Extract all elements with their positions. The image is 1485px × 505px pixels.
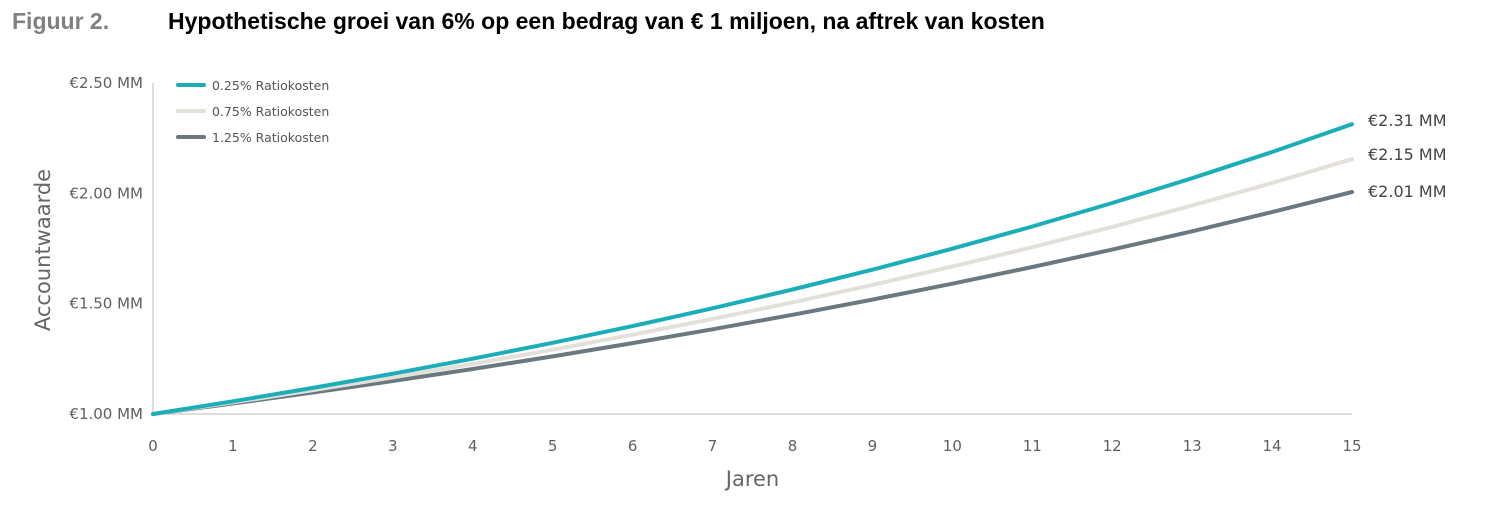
legend-label: 0.25% Ratiokosten bbox=[212, 78, 329, 93]
legend-label: 1.25% Ratiokosten bbox=[212, 130, 329, 145]
x-tick-label: 8 bbox=[788, 437, 798, 455]
end-value-labels: €2.31 MM €2.15 MM €2.01 MM bbox=[1368, 111, 1447, 201]
figure-title: Hypothetische groei van 6% op een bedrag… bbox=[168, 7, 1045, 34]
x-tick-label: 6 bbox=[628, 437, 638, 455]
x-axis-title: Jaren bbox=[724, 467, 779, 491]
y-tick-label: €2.50 MM bbox=[69, 74, 143, 92]
chart-legend: 0.25% Ratiokosten 0.75% Ratiokosten 1.25% … bbox=[176, 78, 329, 145]
y-axis-title: Accountwaarde bbox=[31, 169, 55, 331]
legend-label: 0.75% Ratiokosten bbox=[212, 104, 329, 119]
x-tick-label: 0 bbox=[148, 437, 158, 455]
x-tick-label: 4 bbox=[468, 437, 478, 455]
chart-axes bbox=[152, 83, 1352, 415]
figure-header: Figuur 2. Hypothetische groei van 6% op … bbox=[12, 4, 1045, 38]
end-value-label: €2.01 MM bbox=[1368, 182, 1447, 201]
y-tick-label: €1.00 MM bbox=[69, 405, 143, 423]
x-tick-label: 7 bbox=[708, 437, 718, 455]
x-tick-label: 5 bbox=[548, 437, 558, 455]
y-axis-ticks: €1.00 MM €1.50 MM €2.00 MM €2.50 MM bbox=[69, 74, 143, 423]
x-tick-label: 12 bbox=[1103, 437, 1122, 455]
figure-label: Figuur 2. bbox=[12, 7, 110, 34]
y-tick-label: €1.50 MM bbox=[69, 295, 143, 313]
end-value-label: €2.15 MM bbox=[1368, 145, 1447, 164]
end-value-label: €2.31 MM bbox=[1368, 111, 1447, 130]
series-line bbox=[151, 190, 1354, 416]
x-tick-label: 13 bbox=[1183, 437, 1202, 455]
y-tick-label: €2.00 MM bbox=[69, 184, 143, 202]
x-tick-label: 11 bbox=[1023, 437, 1042, 455]
x-tick-label: 1 bbox=[228, 437, 238, 455]
x-tick-label: 3 bbox=[388, 437, 398, 455]
series-line bbox=[151, 157, 1354, 416]
x-tick-label: 15 bbox=[1342, 437, 1361, 455]
x-tick-label: 2 bbox=[308, 437, 318, 455]
x-tick-label: 10 bbox=[943, 437, 962, 455]
chart-series bbox=[151, 122, 1354, 416]
x-tick-label: 9 bbox=[868, 437, 878, 455]
x-tick-label: 14 bbox=[1263, 437, 1282, 455]
x-axis-ticks: 0 1 2 3 4 5 6 7 8 9 10 11 12 13 14 15 bbox=[148, 437, 1361, 455]
series-line bbox=[151, 122, 1354, 416]
